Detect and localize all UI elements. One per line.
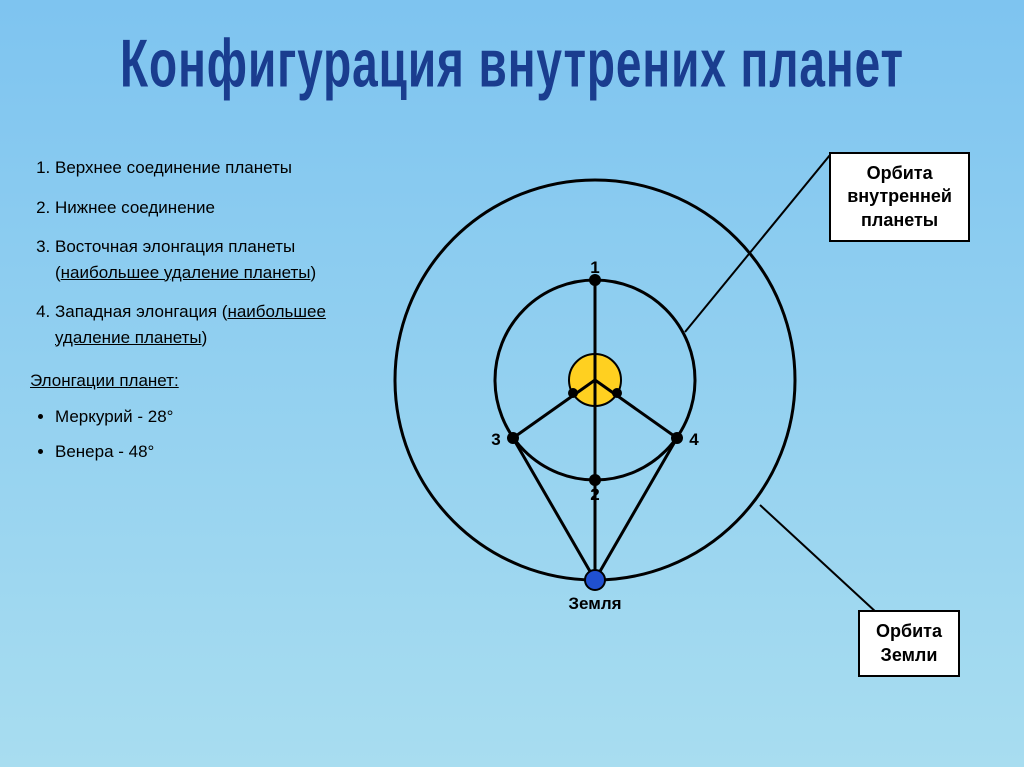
label-4: 4	[689, 430, 699, 449]
label-1: 1	[590, 258, 599, 277]
label-3: 3	[491, 430, 500, 449]
label-2: 2	[590, 485, 599, 504]
list-item: Западная элонгация (наибольшее удаление …	[55, 299, 370, 350]
bullet-item: Меркурий - 28°	[55, 404, 370, 430]
line-earth-p4	[595, 438, 677, 580]
leader-line-2	[760, 505, 890, 625]
inner-dot-right	[612, 388, 622, 398]
earth-label: Земля	[568, 594, 621, 613]
line-p4-sun	[595, 380, 677, 438]
page-title: Конфигурация внутрених планет	[41, 0, 983, 103]
list-item: Нижнее соединение	[55, 195, 370, 221]
line-p3-sun	[513, 380, 595, 438]
orbit-diagram: 1 2 3 4 Земля Орбита внутренней планеты …	[370, 155, 990, 715]
line-earth-p3	[513, 438, 595, 580]
inner-dot-left	[568, 388, 578, 398]
sub-heading: Элонгации планет:	[30, 368, 370, 394]
point-4	[671, 432, 683, 444]
list-item: Верхнее соединение планеты	[55, 155, 370, 181]
earth-icon	[585, 570, 605, 590]
leader-line-1	[685, 155, 830, 332]
point-3	[507, 432, 519, 444]
list-item: Восточная элонгация планеты (наибольшее …	[55, 234, 370, 285]
text-content: Верхнее соединение планеты Нижнее соедин…	[30, 155, 370, 475]
callout-earth-orbit: Орбита Земли	[858, 610, 960, 677]
numbered-list: Верхнее соединение планеты Нижнее соедин…	[30, 155, 370, 350]
bullet-list: Меркурий - 28° Венера - 48°	[30, 404, 370, 465]
bullet-item: Венера - 48°	[55, 439, 370, 465]
callout-inner-orbit: Орбита внутренней планеты	[829, 152, 970, 242]
